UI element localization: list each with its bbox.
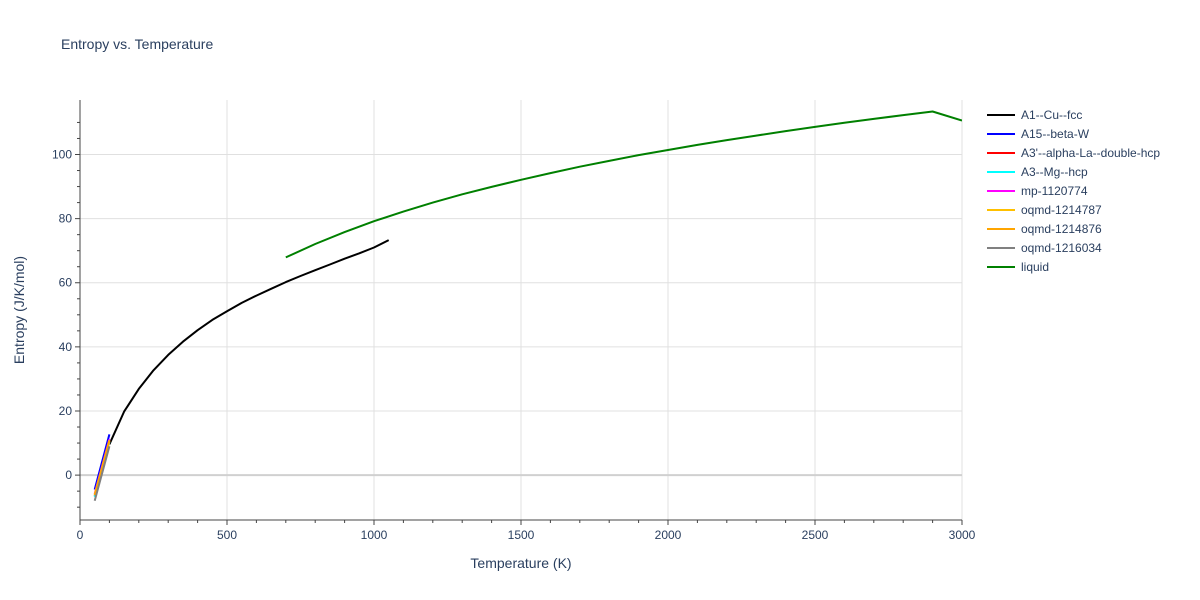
- legend-item[interactable]: liquid: [987, 260, 1049, 274]
- legend-label: A3'--alpha-La--double-hcp: [1021, 146, 1160, 160]
- series-layer: [93, 110, 962, 502]
- y-tick-label: 100: [52, 148, 72, 162]
- x-tick-label: 500: [217, 528, 237, 542]
- legend-label: oqmd-1216034: [1021, 241, 1102, 255]
- series-line-liquid: [285, 110, 962, 259]
- legend-label: A1--Cu--fcc: [1021, 108, 1082, 122]
- legend-label: A15--beta-W: [1021, 127, 1090, 141]
- y-tick-label: 20: [59, 404, 73, 418]
- grid-layer: [80, 100, 963, 520]
- series-line-a15-beta-w: [93, 434, 111, 490]
- x-tick-label: 1000: [361, 528, 388, 542]
- y-axis-title: Entropy (J/K/mol): [11, 256, 27, 364]
- legend[interactable]: A1--Cu--fcc A15--beta-W A3'--alpha-La--dou…: [987, 108, 1160, 274]
- chart-title: Entropy vs. Temperature: [61, 36, 214, 52]
- x-tick-label: 2500: [802, 528, 829, 542]
- legend-label: oqmd-1214876: [1021, 222, 1102, 236]
- x-tick-label: 3000: [949, 528, 976, 542]
- x-tick-label: 2000: [655, 528, 682, 542]
- series-line-oqmd-1216034: [93, 446, 111, 502]
- x-axis-title: Temperature (K): [470, 555, 571, 571]
- legend-label: liquid: [1021, 260, 1049, 274]
- axes-layer: 0 500 1000 1500 2000 2500 3000 0 20 40 60 80 100: [52, 100, 976, 542]
- legend-item[interactable]: mp-1120774: [987, 184, 1088, 198]
- legend-item[interactable]: oqmd-1214787: [987, 203, 1102, 217]
- legend-item[interactable]: oqmd-1214876: [987, 222, 1102, 236]
- legend-label: A3--Mg--hcp: [1021, 165, 1088, 179]
- y-tick-label: 40: [59, 340, 73, 354]
- legend-label: mp-1120774: [1021, 184, 1088, 198]
- y-tick-label: 80: [59, 212, 73, 226]
- x-tick-label: 0: [77, 528, 84, 542]
- legend-label: oqmd-1214787: [1021, 203, 1102, 217]
- y-tick-label: 60: [59, 276, 73, 290]
- y-tick-label: 0: [65, 468, 72, 482]
- legend-item[interactable]: A1--Cu--fcc: [987, 108, 1082, 122]
- legend-item[interactable]: A3'--alpha-La--double-hcp: [987, 146, 1160, 160]
- x-tick-label: 1500: [508, 528, 535, 542]
- legend-item[interactable]: A3--Mg--hcp: [987, 165, 1088, 179]
- legend-item[interactable]: A15--beta-W: [987, 127, 1090, 141]
- series-line-oqmd-1214876: [93, 440, 111, 496]
- series-line-a1-cu-fcc: [108, 239, 390, 445]
- legend-item[interactable]: oqmd-1216034: [987, 241, 1102, 255]
